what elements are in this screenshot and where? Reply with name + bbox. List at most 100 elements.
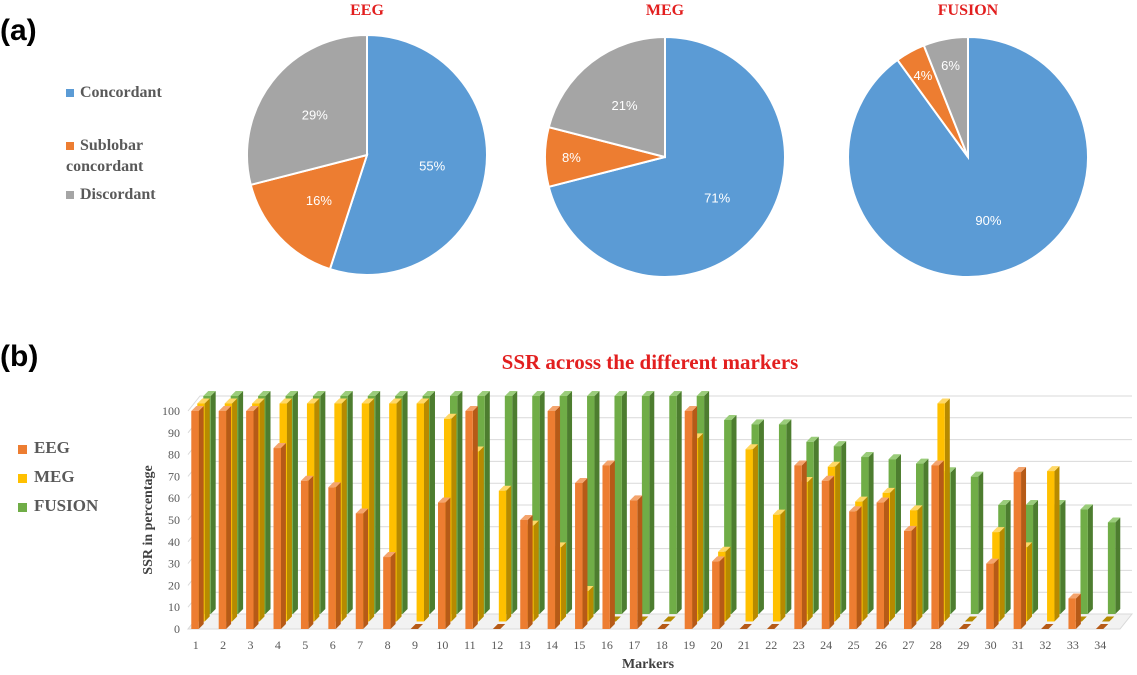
bar-meg-marker-21 xyxy=(745,444,758,622)
pie-eeg: 55% 16% 29% xyxy=(246,33,488,276)
bar-top xyxy=(806,436,819,442)
bar-top xyxy=(416,398,429,404)
bar-side xyxy=(868,452,874,614)
bar-eeg-marker-34 xyxy=(1095,624,1109,629)
bar-side xyxy=(484,391,490,614)
bar-eeg-marker-12 xyxy=(492,624,506,629)
bar-top xyxy=(849,506,862,512)
pie-legend-item-discordant: Discordant xyxy=(66,186,156,204)
bar-top xyxy=(903,525,917,531)
bar-side xyxy=(704,391,710,614)
bar-front xyxy=(724,419,732,614)
bar-top xyxy=(696,391,710,396)
bar-side xyxy=(320,391,326,614)
bar-top xyxy=(1025,500,1039,505)
bar-top xyxy=(882,487,895,493)
bar-side xyxy=(341,398,347,622)
bar-top xyxy=(203,391,216,396)
bar-eeg-marker-10 xyxy=(437,497,451,629)
bar-side xyxy=(1075,593,1081,629)
bar-front xyxy=(1080,509,1088,614)
bar-top xyxy=(279,398,292,404)
bar-eeg-marker-23 xyxy=(794,460,807,629)
bar-side xyxy=(198,406,204,629)
bar-side xyxy=(375,391,381,614)
bar-meg-marker-18 xyxy=(663,616,676,622)
bar-legend-label: EEG xyxy=(34,438,70,457)
x-tick-label: 21 xyxy=(738,638,750,652)
bar-top xyxy=(520,515,533,520)
bar-side xyxy=(286,398,292,622)
bar-front xyxy=(273,448,281,629)
bar-top xyxy=(218,406,232,411)
x-tick-label: 5 xyxy=(302,638,308,652)
bar-top xyxy=(197,398,210,404)
bar-zero-marker xyxy=(1101,616,1115,622)
bar-side xyxy=(445,497,451,629)
pie-meg: 71% 8% 21% xyxy=(544,35,786,278)
bar-top xyxy=(1068,593,1081,599)
bar-side xyxy=(1027,542,1033,622)
bar-front xyxy=(328,487,336,629)
bar-top xyxy=(937,398,950,404)
bar-top xyxy=(986,558,999,564)
bar-front xyxy=(465,411,473,629)
bar-side xyxy=(807,476,813,622)
bar-top xyxy=(684,406,698,411)
bar-side xyxy=(308,475,314,629)
bar-front xyxy=(903,530,912,629)
bar-front xyxy=(498,490,507,622)
bar-eeg-marker-33 xyxy=(1068,593,1081,629)
bar-top xyxy=(437,497,451,503)
bar-chart-title: SSR across the different markers xyxy=(501,350,799,374)
bar-top xyxy=(876,497,889,503)
bar-top xyxy=(465,406,478,411)
bar-top xyxy=(992,527,1005,533)
bar-side xyxy=(938,460,944,629)
bar-top xyxy=(641,391,655,396)
bar-front xyxy=(712,561,720,629)
bar-top xyxy=(361,398,375,404)
bar-side xyxy=(917,505,923,622)
bar-eeg-marker-20 xyxy=(712,556,725,629)
x-tick-label: 24 xyxy=(820,638,832,652)
bar-side xyxy=(429,391,435,614)
bar-front xyxy=(191,411,199,629)
x-tick-label: 33 xyxy=(1067,638,1079,652)
x-tick-label: 23 xyxy=(793,638,805,652)
bar-top xyxy=(855,496,868,502)
bar-top xyxy=(224,398,238,404)
bar-side xyxy=(911,525,917,629)
bar-front xyxy=(575,482,583,629)
y-tick-label: 80 xyxy=(168,448,180,462)
bar-top xyxy=(395,391,408,396)
bar-top xyxy=(833,441,847,447)
pie-data-label: 90% xyxy=(975,213,1001,228)
bar-top xyxy=(285,391,298,396)
bar-side xyxy=(1021,467,1027,629)
bar-front xyxy=(794,465,802,629)
bar-fusion-marker-13 xyxy=(532,391,545,614)
bar-side xyxy=(889,487,895,622)
bar-side xyxy=(396,398,402,622)
bar-zero-marker xyxy=(766,624,780,629)
gridline xyxy=(187,460,1132,477)
panel-b-label: (b) xyxy=(0,340,39,373)
bar-zero-marker xyxy=(1095,624,1109,629)
bar-side xyxy=(780,509,786,622)
pie-fusion: 90% 4% 6% xyxy=(847,35,1089,278)
bar-front xyxy=(614,396,622,614)
bar-front xyxy=(587,396,595,614)
bar-side xyxy=(895,454,901,614)
bar-side xyxy=(1054,466,1060,622)
bar-top xyxy=(575,477,588,483)
bar-side xyxy=(719,556,725,629)
bar-top xyxy=(1047,466,1060,472)
bar-front xyxy=(970,476,979,614)
bar-side xyxy=(527,515,533,629)
bar-meg-marker-34 xyxy=(1101,616,1115,622)
bar-side xyxy=(347,391,353,614)
x-tick-label: 14 xyxy=(546,638,558,652)
pie-title-fusion: FUSION xyxy=(937,2,999,19)
bar-side xyxy=(472,406,478,629)
